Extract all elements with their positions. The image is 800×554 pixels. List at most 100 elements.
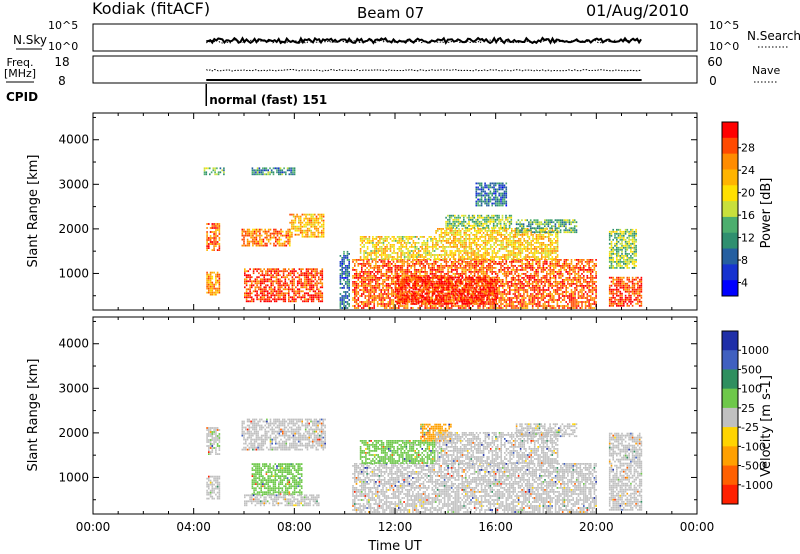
echo-cell: [308, 223, 311, 226]
echo-cell: [403, 246, 406, 248]
echo-cell: [385, 295, 388, 297]
echo-cell: [421, 236, 423, 238]
echo-cell: [546, 301, 548, 303]
echo-cell: [424, 254, 427, 256]
echo-cell: [475, 261, 478, 263]
echo-cell: [472, 300, 475, 303]
echo-cell: [431, 275, 434, 277]
echo-cell: [419, 271, 421, 273]
echo-cell: [364, 273, 367, 275]
echo-cell: [307, 284, 309, 287]
echo-cell: [565, 305, 567, 307]
echo-cell: [568, 277, 571, 279]
echo-cell: [305, 225, 307, 228]
echo-cell: [208, 237, 210, 239]
echo-cell: [244, 270, 246, 273]
echo-cell: [447, 286, 450, 289]
echo-cell: [400, 284, 402, 287]
echo-cell: [339, 269, 342, 271]
echo-cell: [544, 267, 546, 269]
echo-cell: [387, 261, 390, 263]
echo-cell: [254, 278, 257, 281]
echo-cell: [357, 299, 360, 301]
echo-cell: [415, 291, 418, 293]
echo-cell: [510, 303, 513, 305]
echo-cell: [477, 263, 479, 265]
echo-cell: [410, 279, 412, 281]
echo-cell: [405, 261, 407, 263]
echo-cell: [249, 300, 251, 303]
echo-cell: [417, 290, 420, 293]
echo-cell: [454, 282, 457, 285]
echo-cell: [362, 283, 365, 285]
echo-cell: [398, 286, 401, 289]
echo-cell: [493, 307, 495, 309]
echo-cell: [206, 281, 208, 284]
echo-cell: [463, 271, 465, 273]
echo-cell: [362, 307, 365, 309]
echo-cell: [493, 287, 495, 289]
power-echoes: [203, 167, 643, 309]
echo-cell: [465, 232, 467, 234]
echo-cell: [463, 238, 466, 240]
echo-cell: [373, 285, 375, 287]
echo-cell: [560, 301, 562, 303]
echo-cell: [526, 271, 529, 273]
echo-cell: [567, 273, 569, 275]
echo-cell: [461, 250, 464, 252]
echo-cell: [435, 305, 437, 307]
echo-cell: [213, 241, 215, 243]
echo-cell: [266, 272, 269, 275]
echo-cell: [498, 277, 500, 279]
echo-cell: [266, 298, 269, 301]
echo-cell: [553, 297, 555, 299]
echo-cell: [263, 294, 265, 297]
echo-cell: [457, 263, 460, 265]
echo-cell: [454, 258, 457, 260]
echo-cell: [517, 289, 520, 291]
echo-cell: [426, 258, 429, 260]
echo-cell: [270, 294, 272, 297]
echo-cell: [419, 278, 422, 281]
echo-cell: [368, 238, 371, 240]
echo-cell: [469, 302, 471, 305]
echo-cell: [523, 297, 525, 299]
echo-cell: [348, 259, 350, 261]
echo-cell: [300, 272, 302, 275]
echo-cell: [456, 284, 459, 287]
echo-cell: [449, 244, 451, 246]
echo-cell: [357, 285, 360, 287]
echo-cell: [488, 284, 490, 287]
echo-cell: [546, 293, 548, 295]
echo-cell: [451, 246, 453, 248]
echo-cell: [403, 288, 406, 291]
echo-cell: [442, 248, 444, 250]
echo-cell: [406, 263, 409, 265]
echo-cell: [476, 294, 478, 297]
echo-cell: [283, 167, 285, 170]
echo-cell: [383, 289, 386, 291]
echo-cell: [549, 269, 552, 271]
echo-cell: [514, 291, 516, 293]
echo-cell: [279, 284, 281, 287]
echo-cell: [286, 288, 288, 291]
echo-cell: [447, 278, 450, 281]
echo-cell: [591, 287, 594, 289]
echo-cell: [451, 254, 453, 256]
echo-cell: [568, 283, 571, 285]
echo-cell: [362, 289, 365, 291]
echo-cell: [368, 261, 370, 263]
echo-cell: [537, 295, 539, 297]
echo-cell: [528, 277, 530, 279]
echo-cell: [422, 303, 425, 305]
echo-cell: [463, 302, 466, 305]
echo-cell: [524, 265, 527, 267]
echo-cell: [354, 301, 356, 303]
echo-cell: [413, 259, 416, 261]
echo-cell: [447, 261, 449, 263]
echo-cell: [246, 242, 249, 245]
echo-cell: [391, 246, 394, 248]
echo-cell: [386, 244, 388, 246]
echo-cell: [371, 287, 374, 289]
echo-cell: [306, 233, 309, 236]
